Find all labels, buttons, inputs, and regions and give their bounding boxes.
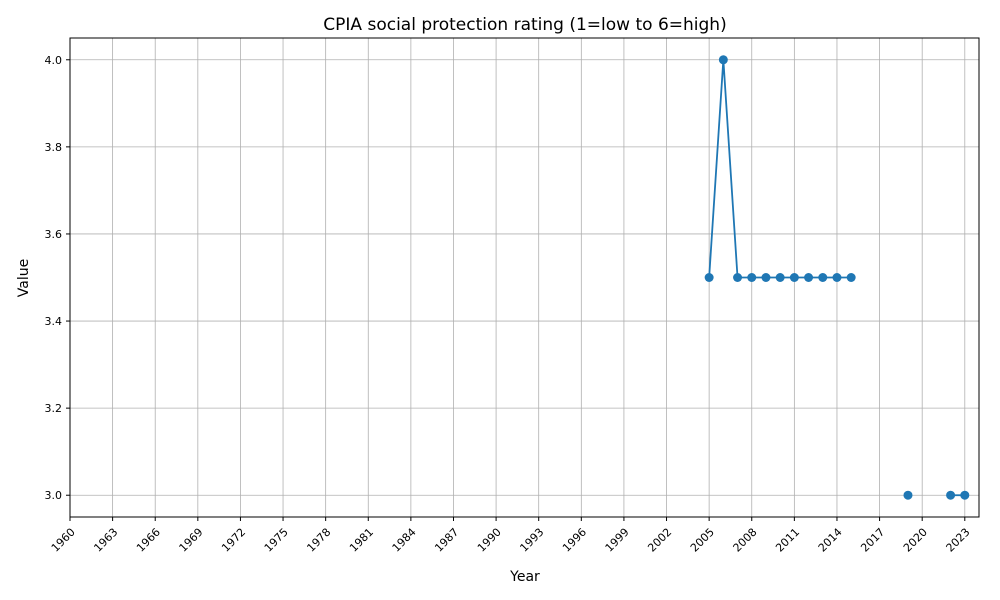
data-point: [818, 273, 828, 282]
plot-frame: [69, 37, 980, 518]
y-tick-label: 3.0: [45, 489, 63, 502]
data-point: [946, 490, 956, 500]
x-tick-label: 1987: [432, 526, 461, 555]
x-tick-label: 2002: [645, 526, 674, 555]
x-tick-label: 1981: [347, 526, 376, 555]
data-point: [704, 273, 714, 282]
y-tick-label: 3.6: [45, 228, 63, 241]
data-point: [733, 273, 743, 282]
data-point: [718, 55, 728, 65]
y-axis-label: Value: [16, 259, 32, 297]
data-point: [804, 273, 814, 282]
x-tick-label: 1984: [390, 526, 419, 555]
y-tick-label: 3.2: [45, 402, 63, 415]
x-tick-label: 1969: [177, 526, 206, 555]
x-axis-label: Year: [509, 569, 540, 585]
x-tick-label: 2005: [688, 526, 717, 555]
x-tick-label: 1966: [134, 526, 163, 555]
x-tick-label: 2014: [816, 526, 845, 555]
x-tick-label: 2017: [858, 526, 887, 555]
x-tick-label: 1993: [517, 526, 546, 555]
x-tick-label: 1960: [49, 526, 78, 555]
y-tick-label: 3.4: [45, 315, 63, 328]
data-point: [960, 490, 970, 500]
x-tick-label: 1963: [91, 526, 120, 555]
x-tick-label: 2020: [901, 526, 930, 555]
x-tick-label: 1975: [262, 526, 291, 555]
x-tick-label: 1990: [475, 526, 504, 555]
series-line: [704, 55, 970, 500]
data-point: [775, 273, 785, 282]
x-tick-label: 2023: [944, 526, 973, 555]
series-line-segment: [708, 59, 852, 279]
x-tick-label: 2011: [773, 526, 802, 555]
data-point: [789, 273, 799, 282]
x-tick-label: 1999: [603, 526, 632, 555]
y-tick-label: 4.0: [45, 54, 63, 67]
data-point: [747, 273, 757, 282]
x-tick-label: 1972: [219, 526, 248, 555]
data-point: [903, 490, 913, 500]
data-point: [832, 273, 842, 282]
x-tick-label: 1978: [304, 526, 333, 555]
x-tick-label: 1996: [560, 526, 589, 555]
data-point: [846, 273, 856, 282]
data-point: [761, 273, 771, 282]
x-axis-ticks: 1960 1963 1966 1969 1972 1975 1978 1981 1984 1987…: [49, 517, 973, 555]
chart-title: CPIA social protection rating (1=low to …: [323, 15, 726, 35]
y-tick-label: 3.8: [45, 141, 63, 154]
x-tick-label: 2008: [731, 526, 760, 555]
y-axis-ticks: 3.0 3.2 3.4 3.6 3.8 4.0: [45, 54, 70, 502]
